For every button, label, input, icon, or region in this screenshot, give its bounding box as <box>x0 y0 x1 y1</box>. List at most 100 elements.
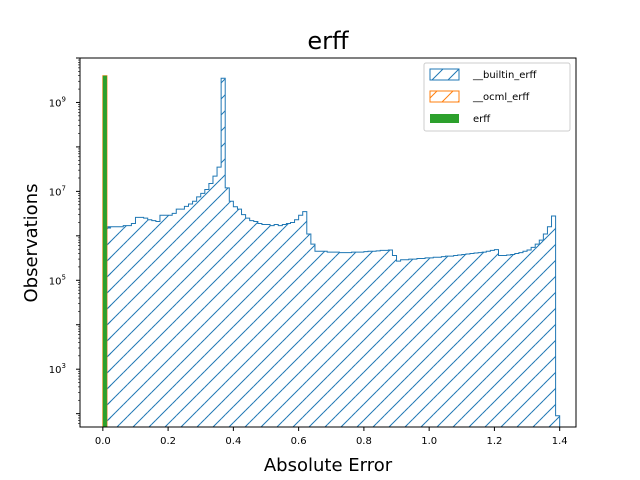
legend-swatch-ocml-erff <box>429 90 460 103</box>
bin-builtin-erff <box>396 261 401 427</box>
bin-builtin-erff <box>233 206 238 427</box>
bin-builtin-erff <box>372 251 377 427</box>
bin-builtin-erff <box>314 251 320 427</box>
bin-builtin-erff <box>204 189 209 427</box>
bin-builtin-erff <box>486 251 491 427</box>
bin-builtin-erff <box>551 215 556 427</box>
x-tick-label: 0.6 <box>291 436 307 447</box>
bin-builtin-erff <box>474 253 479 427</box>
bin-builtin-erff <box>469 253 475 427</box>
bin-builtin-erff <box>327 252 332 427</box>
bin-builtin-erff <box>278 225 283 427</box>
series-erff <box>102 75 107 427</box>
bin-builtin-erff <box>531 247 536 427</box>
legend-box <box>423 62 571 132</box>
bin-builtin-erff <box>306 233 311 427</box>
series-builtin-erff <box>106 77 561 427</box>
bin-builtin-erff <box>221 78 226 427</box>
bin-builtin-erff <box>433 257 438 427</box>
bin-builtin-erff <box>249 220 254 427</box>
bin-builtin-erff <box>510 254 515 427</box>
bin-builtin-erff <box>518 252 523 427</box>
bin-builtin-erff <box>323 251 328 427</box>
bin-builtin-erff <box>376 250 381 427</box>
bin-builtin-erff <box>282 224 287 427</box>
bin-builtin-erff <box>257 223 262 427</box>
bin-builtin-erff <box>135 217 140 427</box>
x-axis: 0.0 0.2 0.4 0.6 0.8 1.0 1.2 1.4 <box>95 427 568 447</box>
bin-builtin-erff <box>555 415 560 427</box>
bin-builtin-erff <box>449 256 454 427</box>
bin-builtin-erff <box>380 250 385 427</box>
y-tick-label: 103 <box>49 362 66 376</box>
bin-builtin-erff <box>188 203 193 427</box>
outline-builtin-erff <box>106 77 561 427</box>
bin-builtin-erff <box>245 218 250 427</box>
bin-builtin-erff <box>339 252 344 427</box>
bin-builtin-erff <box>212 176 218 427</box>
legend-swatch-builtin-erff <box>429 68 460 81</box>
bin-builtin-erff <box>445 256 450 427</box>
bin-builtin-erff <box>111 226 116 427</box>
bin-builtin-erff <box>298 215 303 427</box>
bin-builtin-erff <box>490 250 495 427</box>
bin-builtin-erff <box>164 215 169 427</box>
bin-builtin-erff <box>147 219 152 427</box>
bin-builtin-erff <box>192 201 197 427</box>
bin-builtin-erff <box>335 252 340 427</box>
y-axis-label: Observations <box>21 184 42 303</box>
bin-builtin-erff <box>143 218 148 427</box>
bin-builtin-erff <box>155 221 160 427</box>
bin-builtin-erff <box>184 206 189 427</box>
series-layer <box>102 75 561 427</box>
x-tick-label: 0.8 <box>356 436 372 447</box>
bin-builtin-erff <box>367 251 373 427</box>
bin-builtin-erff <box>290 222 295 427</box>
bin-builtin-erff <box>131 223 136 427</box>
bin-builtin-erff <box>274 224 279 427</box>
bin-builtin-erff <box>400 259 405 427</box>
bin-builtin-erff <box>539 240 544 427</box>
bin-builtin-erff <box>384 250 389 427</box>
bin-builtin-erff <box>416 258 421 427</box>
bin-builtin-erff <box>294 219 299 427</box>
bin-builtin-erff <box>180 209 185 427</box>
bin-builtin-erff <box>482 252 487 427</box>
legend-swatch-erff <box>430 114 459 123</box>
bin-builtin-erff <box>543 233 548 427</box>
bin-builtin-erff <box>229 201 234 427</box>
bin-builtin-erff <box>302 211 307 427</box>
x-tick-label: 0.4 <box>225 436 241 447</box>
x-axis-label: Absolute Error <box>264 455 393 476</box>
bin-builtin-erff <box>266 224 271 427</box>
bin-builtin-erff <box>151 220 156 427</box>
bin-builtin-erff <box>196 196 201 427</box>
bin-builtin-erff <box>408 259 413 427</box>
bin-builtin-erff <box>506 255 511 427</box>
bin-builtin-erff <box>404 259 409 427</box>
bin-builtin-erff <box>286 223 291 427</box>
bin-builtin-erff <box>159 215 165 427</box>
bin-builtin-erff <box>176 209 181 427</box>
bin-builtin-erff <box>270 225 275 427</box>
legend-label-erff: erff <box>473 114 491 125</box>
bin-builtin-erff <box>522 251 528 427</box>
bin-builtin-erff <box>392 255 397 427</box>
bin-builtin-erff <box>139 217 144 427</box>
bin-builtin-erff <box>514 253 519 427</box>
bin-builtin-erff <box>217 167 222 427</box>
bin-builtin-erff <box>502 255 507 427</box>
legend-label-builtin-erff: __builtin_erff <box>472 70 538 81</box>
bin-builtin-erff <box>465 254 470 427</box>
x-tick-label: 0.2 <box>160 436 176 447</box>
bin-builtin-erff <box>172 213 177 427</box>
bin-builtin-erff <box>425 257 430 427</box>
legend-label-ocml-erff: __ocml_erff <box>472 92 530 103</box>
bin-builtin-erff <box>347 252 352 427</box>
bin-builtin-erff <box>106 226 111 427</box>
bin-builtin-erff <box>494 249 499 427</box>
bin-builtin-erff <box>412 259 417 427</box>
bin-builtin-erff <box>343 252 348 427</box>
bin-builtin-erff <box>363 251 368 427</box>
